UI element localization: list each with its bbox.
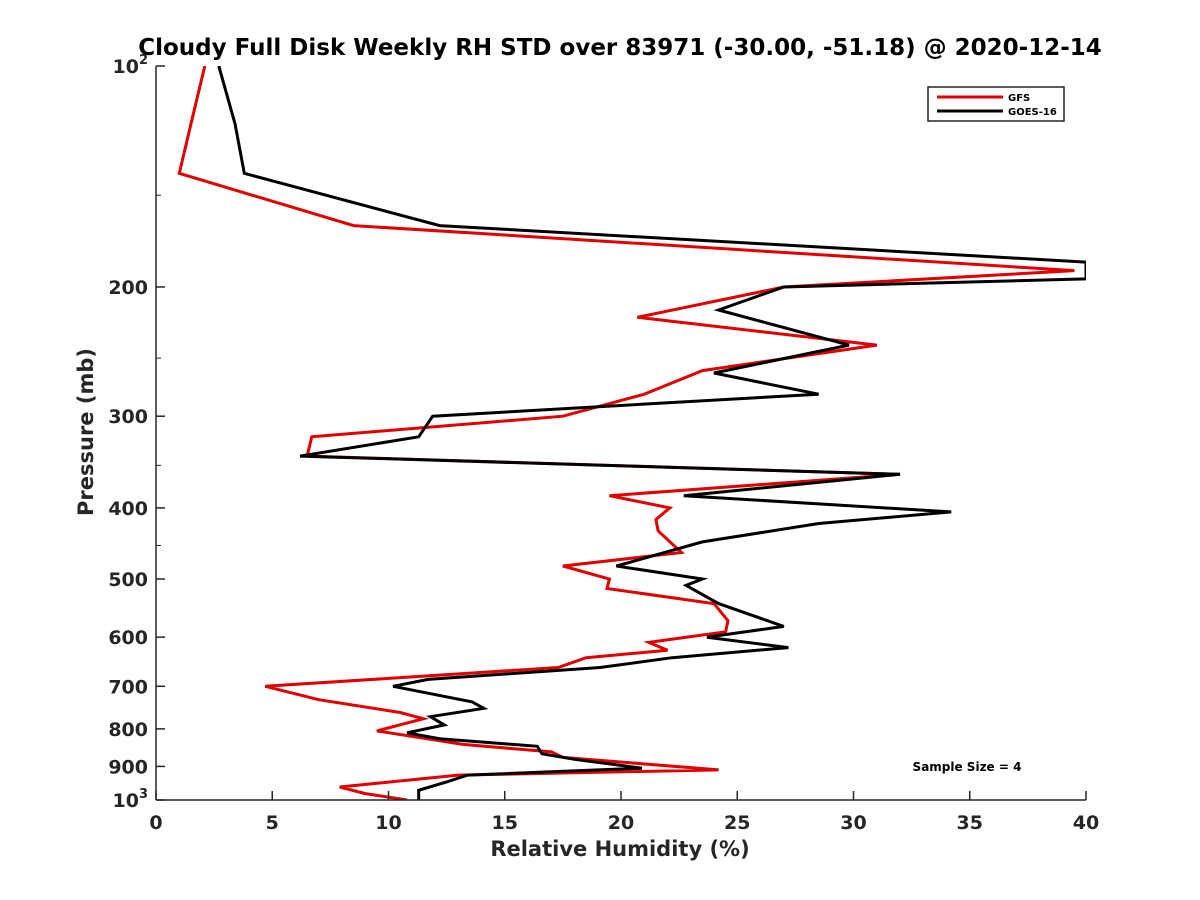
x-tick-label: 15: [492, 812, 518, 834]
x-tick-label: 40: [1073, 812, 1099, 834]
series-line-goes-16: [217, 66, 1086, 800]
y-tick-label: 700: [108, 676, 148, 698]
x-tick-label: 0: [149, 812, 162, 834]
y-tick-label: 800: [108, 719, 148, 741]
y-tick-label: 500: [108, 569, 148, 591]
sample-size-annotation: Sample Size = 4: [913, 760, 1022, 774]
series-layer: [177, 66, 1086, 800]
x-tick-label: 20: [608, 812, 634, 834]
legend: GFS GOES-16: [927, 86, 1065, 122]
y-tick-label: 103: [113, 787, 149, 812]
x-tick-label: 5: [266, 812, 279, 834]
y-tick-label: 300: [108, 406, 148, 428]
x-axis-label: Relative Humidity (%): [490, 837, 749, 861]
y-tick-label: 600: [108, 627, 148, 649]
y-tick-label: 900: [108, 756, 148, 778]
y-tick-label: 400: [108, 498, 148, 520]
x-tick-label: 25: [724, 812, 750, 834]
y-tick-label: 102: [113, 53, 149, 78]
legend-label-goes-16: GOES-16: [1008, 107, 1057, 118]
legend-box: [927, 86, 1065, 122]
ticks-layer: 0 5 10 15 20 25 30 35 40 102 200 300 400 500 600 700 800…: [108, 53, 1099, 834]
y-axis-label: Pressure (mb): [74, 348, 98, 516]
x-tick-label: 35: [957, 812, 983, 834]
chart-title: Cloudy Full Disk Weekly RH STD over 8397…: [138, 35, 1102, 61]
y-tick-label: 200: [108, 277, 148, 299]
x-tick-label: 30: [840, 812, 866, 834]
legend-label-gfs: GFS: [1008, 93, 1030, 104]
plot-area: [156, 66, 1086, 800]
x-tick-label: 10: [375, 812, 401, 834]
